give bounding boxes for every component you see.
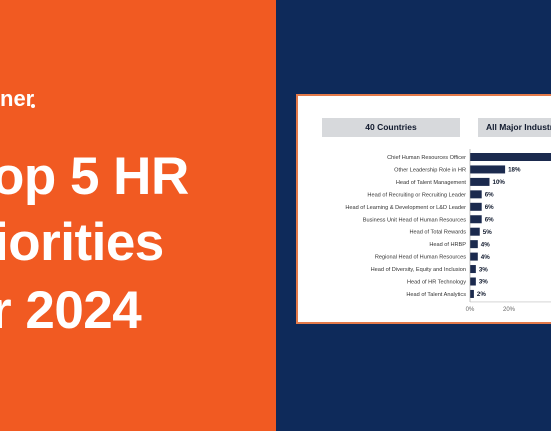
chart-card: 40 Countries All Major Industri Chief Hu…: [296, 94, 551, 324]
headline-line-1: op 5 HR: [0, 147, 189, 206]
data-label: 2%: [477, 291, 486, 298]
category-label: Business Unit Head of Human Resources: [363, 217, 466, 223]
data-label: 10%: [493, 179, 506, 186]
brand-logo-dot: [31, 104, 35, 108]
bar: [470, 190, 482, 199]
category-label: Head of HRBP: [429, 242, 466, 248]
category-label: Chief Human Resources Officer: [387, 155, 466, 161]
category-label: Head of Talent Management: [396, 180, 467, 186]
category-label: Head of Diversity, Equity and Inclusion: [371, 267, 466, 273]
bar: [470, 289, 474, 298]
data-label: 18%: [508, 167, 521, 174]
category-label: Head of Talent Analytics: [406, 292, 466, 298]
category-label: Head of Total Rewards: [410, 230, 467, 236]
data-label: 6%: [485, 216, 494, 223]
bar: [470, 202, 482, 211]
bar: [470, 277, 476, 286]
category-label: Other Leadership Role in HR: [394, 167, 466, 173]
bar-chart: Chief Human Resources Officer Other Leade…: [345, 149, 551, 313]
category-label: Head of HR Technology: [407, 280, 466, 286]
data-label: 3%: [479, 279, 488, 286]
headline-line-2: iorities: [0, 213, 164, 272]
brand-logo-text: ner: [0, 86, 35, 111]
category-label: Head of Learning & Development or L&D Le…: [345, 205, 466, 211]
data-label: 6%: [485, 204, 494, 211]
bar: [470, 252, 478, 261]
data-label: 5%: [483, 229, 492, 236]
bar: [470, 153, 551, 161]
left-panel: ner op 5 HR iorities r 2024: [0, 0, 276, 431]
data-label: 6%: [485, 192, 494, 199]
data-label: 4%: [481, 241, 490, 248]
bar: [470, 165, 506, 174]
bar: [470, 227, 480, 236]
column-header-industries: All Major Industri: [478, 118, 551, 137]
x-tick-label: 0%: [466, 307, 475, 313]
x-tick-label: 20%: [503, 307, 516, 313]
bar: [470, 215, 482, 224]
bar: [470, 240, 478, 249]
data-label: 3%: [479, 266, 488, 273]
category-label: Head of Recruiting or Recruiting Leader: [367, 192, 466, 198]
data-label: 4%: [481, 254, 490, 261]
headline-line-3: r 2024: [0, 281, 142, 340]
bar: [470, 265, 476, 274]
category-label: Regional Head of Human Resources: [375, 255, 466, 261]
column-header-countries: 40 Countries: [322, 118, 460, 137]
bar: [470, 177, 490, 186]
